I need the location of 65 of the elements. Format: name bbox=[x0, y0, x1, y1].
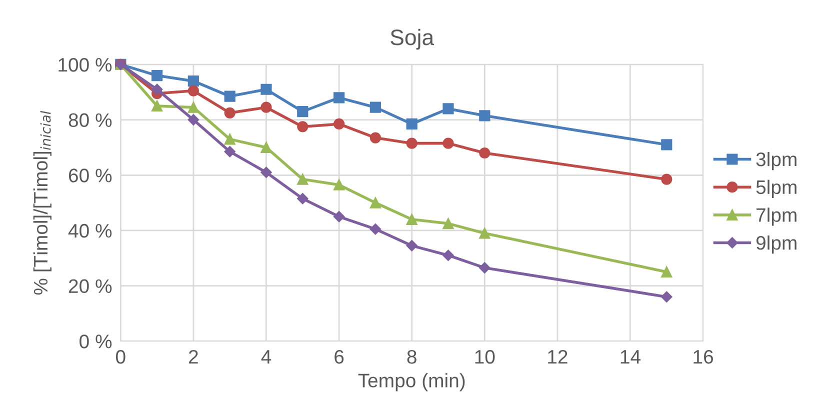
point bbox=[442, 218, 454, 230]
x-tick-label: 8 bbox=[407, 350, 416, 364]
point bbox=[406, 138, 418, 149]
point bbox=[442, 250, 454, 261]
point bbox=[370, 102, 381, 113]
x-tick-label: 16 bbox=[694, 350, 713, 364]
x-tick-label: 12 bbox=[548, 350, 568, 364]
point bbox=[297, 174, 308, 185]
point bbox=[661, 174, 672, 185]
point bbox=[297, 193, 308, 204]
point bbox=[479, 228, 490, 239]
point bbox=[260, 84, 272, 95]
x-tick-label: 6 bbox=[334, 350, 344, 364]
point bbox=[188, 76, 199, 87]
legend-label: 7lpm bbox=[756, 208, 796, 226]
x-tick-label: 0 bbox=[116, 350, 126, 364]
point bbox=[406, 118, 418, 130]
point bbox=[260, 142, 272, 154]
chart-title: Soja bbox=[390, 28, 434, 50]
x-tick-label: 2 bbox=[189, 350, 198, 364]
point bbox=[333, 211, 345, 222]
y-tick-label: 80 % bbox=[68, 113, 112, 128]
point bbox=[224, 134, 236, 145]
legend-label: 9lpm bbox=[756, 236, 796, 254]
point bbox=[151, 70, 163, 82]
point bbox=[224, 90, 236, 102]
point bbox=[260, 166, 272, 178]
point bbox=[333, 179, 345, 190]
point bbox=[406, 214, 418, 225]
point bbox=[297, 106, 308, 118]
point bbox=[260, 102, 272, 113]
x-tick-label: 4 bbox=[261, 350, 272, 364]
point bbox=[442, 103, 454, 114]
y-tick-label: 40 % bbox=[68, 224, 112, 238]
point bbox=[479, 147, 490, 159]
y-axis-title: % [Timol]/[Timol]$_{inicial}$ bbox=[33, 110, 52, 295]
point bbox=[661, 291, 672, 302]
legend-label: 3lpm bbox=[756, 152, 796, 170]
point bbox=[224, 107, 236, 118]
x-tick-label: 14 bbox=[620, 350, 640, 364]
point bbox=[224, 146, 236, 158]
point bbox=[151, 100, 163, 112]
point bbox=[661, 266, 672, 278]
y-tick-label: 0 % bbox=[80, 334, 112, 348]
y-tick-label: 60 % bbox=[68, 168, 112, 182]
point bbox=[370, 197, 381, 208]
point bbox=[370, 223, 382, 235]
point bbox=[188, 114, 200, 126]
point bbox=[406, 240, 418, 252]
point bbox=[151, 84, 163, 95]
point bbox=[479, 110, 490, 122]
point bbox=[442, 138, 454, 149]
point bbox=[333, 92, 345, 104]
point bbox=[661, 139, 672, 150]
point bbox=[370, 132, 381, 144]
point bbox=[479, 262, 490, 274]
legend-label: 5lpm bbox=[756, 180, 796, 198]
point bbox=[333, 118, 345, 130]
point bbox=[297, 121, 308, 132]
x-axis-title: Tempo (min) bbox=[358, 373, 465, 392]
y-tick-label: 100 % bbox=[58, 58, 112, 72]
point bbox=[188, 85, 199, 96]
y-tick-label: 20 % bbox=[68, 279, 112, 294]
x-tick-label: 10 bbox=[475, 350, 495, 364]
point bbox=[188, 102, 199, 113]
